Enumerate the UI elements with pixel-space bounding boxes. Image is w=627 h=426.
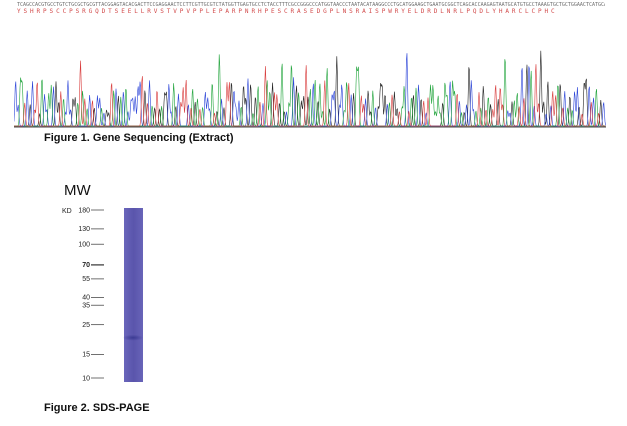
mw-marker-label: 15 — [82, 352, 90, 359]
mw-title: MW — [64, 182, 91, 199]
dna-sequence-text: TCAGCCACGTGCCTGTCTGCGCTGCGTTACGGAGTACACG… — [17, 2, 605, 8]
chromatogram-trace-series — [14, 53, 606, 127]
chromatogram-trace-series — [14, 50, 606, 127]
chromatogram-traces — [14, 50, 606, 127]
kd-unit-label: KD — [62, 208, 72, 215]
figure-2-caption: Figure 2. SDS-PAGE — [44, 402, 150, 414]
mw-marker-label: 130 — [78, 226, 90, 233]
protein-band — [123, 334, 143, 341]
mw-marker-label: 100 — [78, 242, 90, 249]
mw-marker-label: 25 — [82, 322, 90, 329]
chromatogram-trace-series — [14, 54, 606, 127]
mw-marker-label: 35 — [82, 303, 90, 310]
mw-marker-label: 70 — [82, 262, 90, 269]
mw-marker-label: 55 — [82, 276, 90, 283]
figure-1-caption: Figure 1. Gene Sequencing (Extract) — [44, 132, 234, 144]
gel-lane — [124, 208, 143, 382]
mw-marker-label: 10 — [82, 375, 90, 382]
protein-sequence-text: YSHRPSCCPSRGQDTSEELLRVSTVPVPPLEPARPNRHPE… — [17, 8, 558, 15]
chromatogram-trace-series — [14, 60, 606, 127]
chromatogram-trace — [14, 50, 606, 128]
mw-marker-label: 180 — [78, 207, 90, 214]
mw-marker-label: 40 — [82, 295, 90, 302]
